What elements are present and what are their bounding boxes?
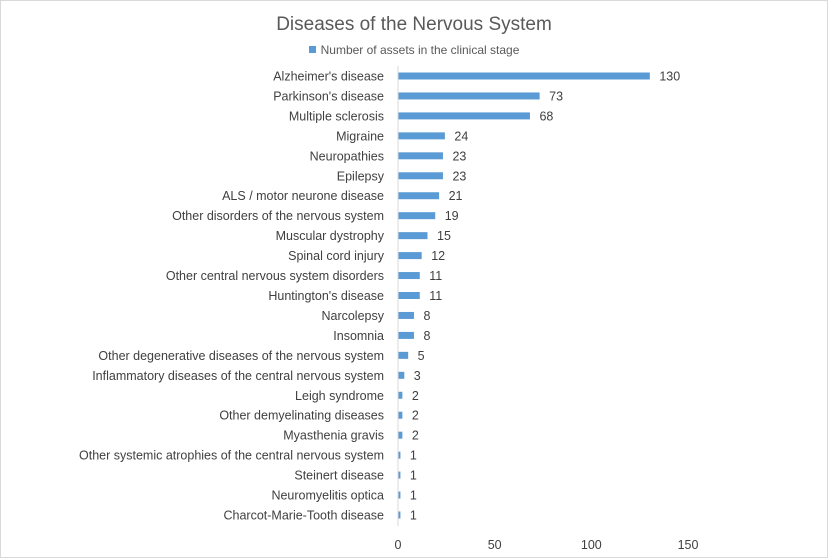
- bar: [398, 351, 409, 359]
- data-label: 8: [423, 309, 430, 323]
- category-label: Huntington's disease: [268, 289, 384, 303]
- category-label: Parkinson's disease: [273, 89, 384, 103]
- category-label: Muscular dystrophy: [276, 229, 385, 243]
- bar: [398, 212, 436, 220]
- bar: [398, 252, 422, 260]
- category-label: Epilepsy: [337, 169, 385, 183]
- chart-title: Diseases of the Nervous System: [276, 14, 552, 35]
- data-label: 8: [423, 329, 430, 343]
- bar: [398, 272, 420, 280]
- data-label: 68: [539, 109, 553, 123]
- bar: [398, 391, 403, 399]
- category-label: Alzheimer's disease: [273, 70, 384, 84]
- data-label: 11: [429, 289, 442, 303]
- data-label: 23: [452, 169, 466, 183]
- bar: [398, 471, 401, 479]
- category-label: Other central nervous system disorders: [166, 269, 384, 283]
- category-label: Other demyelinating diseases: [219, 409, 384, 423]
- x-tick-label: 0: [395, 538, 402, 552]
- category-label: Insomnia: [333, 329, 384, 343]
- data-label: 5: [418, 349, 425, 363]
- data-label: 11: [429, 269, 442, 283]
- bar: [398, 511, 401, 519]
- x-tick-label: 150: [678, 538, 699, 552]
- data-label: 21: [449, 189, 463, 203]
- x-tick-label: 50: [488, 538, 502, 552]
- data-label: 1: [410, 469, 417, 483]
- category-label: Neuropathies: [310, 149, 384, 163]
- category-label: Migraine: [336, 129, 384, 143]
- data-label: 3: [414, 369, 421, 383]
- bar: [398, 72, 650, 80]
- category-label: ALS / motor neurone disease: [222, 189, 384, 203]
- data-label: 12: [431, 249, 445, 263]
- category-label: Charcot-Marie-Tooth disease: [224, 509, 385, 523]
- bar: [398, 112, 530, 120]
- category-label: Inflammatory diseases of the central ner…: [92, 369, 384, 383]
- bar: [398, 331, 414, 339]
- data-label: 73: [549, 89, 563, 103]
- data-label: 24: [454, 129, 468, 143]
- chart-legend: Number of assets in the clinical stage: [0, 43, 828, 57]
- data-label: 1: [410, 449, 417, 463]
- category-label: Other disorders of the nervous system: [172, 209, 384, 223]
- category-label: Other degenerative diseases of the nervo…: [98, 349, 384, 363]
- bar: [398, 491, 401, 499]
- data-label: 1: [410, 509, 417, 523]
- data-label: 23: [452, 149, 466, 163]
- category-label: Other systemic atrophies of the central …: [79, 449, 384, 463]
- category-label: Neuromyelitis optica: [271, 489, 384, 503]
- bar: [398, 152, 443, 160]
- bar: [398, 451, 401, 459]
- bar: [398, 232, 428, 240]
- x-tick-label: 100: [581, 538, 602, 552]
- bar: [398, 132, 445, 140]
- data-label: 1: [410, 489, 417, 503]
- bar: [398, 92, 540, 100]
- category-label: Myasthenia gravis: [283, 429, 384, 443]
- category-label: Steinert disease: [294, 469, 384, 483]
- bar: [398, 311, 414, 319]
- bar: [398, 292, 420, 299]
- category-label: Spinal cord injury: [288, 249, 385, 263]
- data-label: 2: [412, 409, 419, 423]
- data-label: 2: [412, 389, 419, 403]
- bar: [398, 192, 440, 200]
- data-label: 19: [445, 209, 459, 223]
- data-label: 130: [659, 70, 680, 84]
- bar: [398, 431, 403, 439]
- category-label: Leigh syndrome: [295, 389, 384, 403]
- category-label: Multiple sclerosis: [289, 109, 384, 123]
- legend-label: Number of assets in the clinical stage: [320, 43, 520, 57]
- bar: [398, 411, 403, 419]
- bar: [398, 172, 443, 180]
- bar: [398, 371, 405, 379]
- data-label: 15: [437, 229, 451, 243]
- data-label: 2: [412, 429, 419, 443]
- legend-swatch: [308, 46, 316, 53]
- category-label: Narcolepsy: [321, 309, 384, 323]
